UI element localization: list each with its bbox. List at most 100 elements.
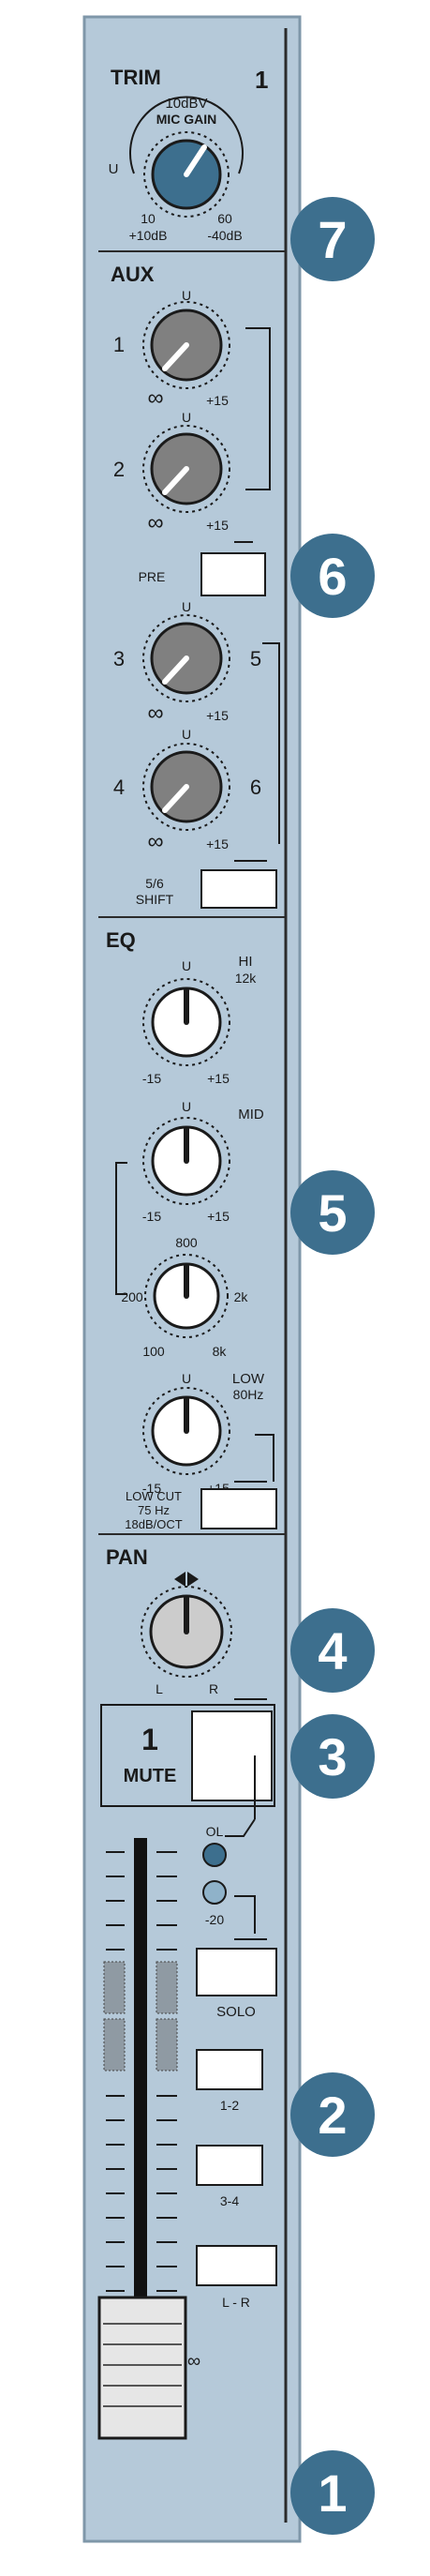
meter-dots-right-lower: [156, 2018, 178, 2071]
minus20-led: [202, 1880, 227, 1905]
aux-3-number: 3: [113, 647, 125, 670]
aux-4-group: U 4 6 ∞ +15: [113, 727, 261, 854]
callout-badge-3: 3: [290, 1714, 375, 1799]
solo-button[interactable]: [196, 1948, 277, 1996]
aux-4-number: 4: [113, 776, 125, 799]
ol-led: [202, 1843, 227, 1867]
aux-1-group: U 1 ∞ +15: [113, 288, 230, 411]
eq-freq-left-label: 200: [121, 1289, 143, 1304]
eq-hi-min-label: -15: [142, 1071, 161, 1086]
low-cut-label-line1: LOW CUT: [126, 1489, 182, 1503]
aux-4-knob-pointer: [162, 784, 189, 813]
eq-low-min-label: -15: [142, 1481, 161, 1496]
callout-badge-2: 2: [290, 2072, 375, 2157]
bus-1-2-button[interactable]: [196, 2049, 263, 2090]
solo-label: SOLO: [216, 2004, 256, 2020]
eq-mid-u-label: U: [182, 1099, 191, 1114]
fader-cap[interactable]: [97, 2296, 187, 2440]
pre-label: PRE: [139, 569, 166, 584]
pan-title: PAN: [106, 1545, 148, 1569]
eq-hi-freq-label: 12k: [235, 971, 258, 986]
aux-1-knob-pointer: [162, 342, 189, 371]
channel-number: 1: [255, 66, 268, 94]
callout-badge-1: 1: [290, 2450, 375, 2535]
trim-max-label: 60: [217, 211, 232, 226]
meter-dots-right-upper: [156, 1961, 178, 2014]
eq-mid-max-label: +15: [207, 1209, 230, 1224]
eq-freq-min-label: 100: [142, 1344, 165, 1359]
aux-1-max-label: +15: [206, 393, 229, 408]
callout-2-number: 2: [318, 2086, 347, 2145]
fader-scale: [106, 1851, 177, 2316]
low-cut-label-line2: 75 Hz: [138, 1503, 170, 1517]
aux-4-u-label: U: [182, 727, 191, 742]
trim-knob-pointer: [184, 144, 207, 177]
eq-mid-min-label: -15: [142, 1209, 161, 1224]
eq-freq-right-label: 2k: [234, 1289, 249, 1304]
aux-2-max-label: +15: [206, 518, 229, 533]
fader-slot: [134, 1838, 147, 2363]
callout-4-number: 4: [318, 1621, 347, 1680]
aux-1-2-bracket: [245, 327, 271, 490]
callout-1-number: 1: [318, 2463, 347, 2523]
trim-knob[interactable]: [143, 131, 230, 218]
bus-3-4-button[interactable]: [196, 2145, 263, 2186]
aux-6-number: 6: [250, 776, 261, 799]
mute-label: MUTE: [124, 1766, 177, 1786]
ol-label: OL: [206, 1824, 224, 1839]
eq-low-label: LOW: [232, 1371, 265, 1387]
aux-5-number: 5: [250, 647, 261, 670]
shift-label-line2: SHIFT: [136, 892, 174, 907]
low-cut-button[interactable]: [200, 1488, 277, 1529]
low-cut-label-line3: 18dB/OCT: [125, 1517, 182, 1531]
minus20-label: -20: [205, 1912, 224, 1927]
trim-min-label: 10: [141, 211, 156, 226]
aux-title: AUX: [111, 263, 155, 286]
low-cut-bracket: [255, 1434, 274, 1482]
aux-3-min-label: ∞: [147, 700, 163, 726]
trim-min-sub-label: +10dB: [129, 228, 168, 243]
mute-channel-number: 1: [141, 1723, 158, 1756]
trim-10dbv-label: 10dBV: [165, 96, 207, 112]
aux-1-min-label: ∞: [147, 385, 163, 411]
callout-3-number: 3: [318, 1727, 347, 1786]
shift-button[interactable]: [200, 869, 277, 909]
callout-badge-7: 7: [290, 197, 375, 281]
pre-button[interactable]: [200, 552, 266, 596]
aux-1-u-label: U: [182, 288, 191, 303]
eq-hi-label: HI: [239, 954, 253, 970]
l-r-button[interactable]: [196, 2245, 277, 2286]
eq-freq-max-label: 8k: [213, 1344, 228, 1359]
l-r-label: L - R: [222, 2295, 250, 2310]
trim-max-sub-label: -40dB: [207, 228, 242, 243]
aux-4-min-label: ∞: [147, 829, 163, 854]
aux-3-4-bracket: [262, 642, 280, 844]
ol-bracket-foot: [225, 1818, 256, 1837]
aux-3-max-label: +15: [206, 708, 229, 723]
eq-freq-top-label: 800: [175, 1235, 198, 1250]
aux-3-u-label: U: [182, 599, 191, 614]
callout-badge-6: 6: [290, 534, 375, 618]
fader-infinity-label: ∞: [187, 2351, 200, 2372]
mute-button[interactable]: [191, 1710, 273, 1801]
aux-2-u-label: U: [182, 410, 191, 425]
eq-low-freq-label: 80Hz: [233, 1387, 264, 1402]
trim-title: TRIM: [111, 66, 161, 89]
bus-3-4-label: 3-4: [220, 2193, 239, 2208]
callout-6-number: 6: [318, 547, 347, 606]
aux-2-min-label: ∞: [147, 510, 163, 535]
eq-hi-max-label: +15: [207, 1071, 230, 1086]
aux-3-knob-pointer: [162, 655, 189, 685]
aux-1-number: 1: [113, 333, 125, 356]
aux-2-number: 2: [113, 458, 125, 481]
callout-5-number: 5: [318, 1183, 347, 1243]
eq-title: EQ: [106, 928, 136, 952]
mute-box: [100, 1704, 275, 1807]
mic-gain-arc: [129, 96, 244, 174]
eq-hi-u-label: U: [182, 958, 191, 973]
meter-dots-left-upper: [103, 1961, 126, 2014]
aux-4-max-label: +15: [206, 836, 229, 851]
mid-freq-bracket: [115, 1162, 127, 1295]
aux-2-group: U 2 ∞ +15: [113, 410, 230, 535]
